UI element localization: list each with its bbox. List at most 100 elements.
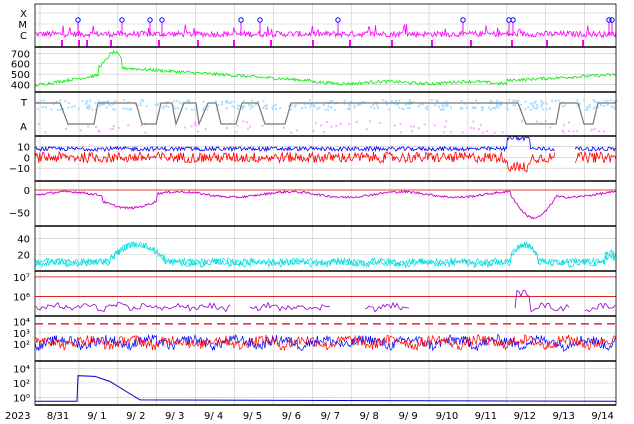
polarity-dot-t — [318, 106, 321, 109]
bt-series — [34, 135, 555, 153]
polarity-dot-t — [507, 108, 510, 111]
y-tick-label: −10 — [9, 164, 30, 175]
y-tick-label: 0 — [24, 186, 30, 197]
polarity-dot-t — [450, 106, 453, 109]
polarity-dot-a — [335, 124, 338, 127]
polarity-dot-a — [245, 121, 248, 124]
polarity-dot-t — [500, 101, 503, 104]
polarity-dot-a — [204, 128, 207, 131]
polarity-dot-t — [445, 105, 448, 108]
polarity-dot-t — [542, 102, 545, 105]
polarity-dot-t — [226, 101, 229, 104]
polarity-dot-t — [327, 108, 330, 111]
electron-series — [514, 289, 570, 312]
polarity-dot-t — [271, 106, 274, 109]
polarity-dot-t — [524, 100, 527, 103]
polarity-dot-t — [166, 101, 169, 104]
polarity-dot-a — [295, 129, 298, 132]
flare-marker — [257, 17, 263, 23]
polarity-dot-t — [411, 101, 414, 104]
polarity-dot-t — [425, 106, 428, 109]
polarity-dot-t — [549, 107, 552, 110]
polarity-dot-a — [445, 120, 448, 123]
polarity-dot-a — [399, 131, 402, 134]
polarity-dot-t — [436, 100, 439, 103]
polarity-dot-a — [194, 121, 197, 124]
flare-marker — [335, 17, 341, 23]
polarity-dot-t — [81, 99, 84, 102]
polarity-dot-t — [313, 105, 316, 108]
flare-tick — [470, 40, 472, 47]
proton-series-red — [34, 333, 617, 352]
polarity-dot-t — [353, 106, 356, 109]
polarity-dot-t — [534, 100, 537, 103]
polarity-dot-t — [50, 108, 53, 111]
polarity-dot-a — [247, 127, 250, 130]
polarity-dot-t — [214, 100, 217, 103]
polarity-dot-a — [536, 120, 539, 123]
polarity-dot-a — [196, 130, 199, 133]
polarity-dot-t — [217, 104, 220, 107]
polarity-dot-t — [482, 106, 485, 109]
polarity-dot-a — [236, 124, 239, 127]
polarity-dot-t — [41, 106, 44, 109]
electron-series — [35, 302, 231, 313]
polarity-dot-t — [100, 102, 103, 105]
y-tick-label: 10⁴ — [13, 364, 30, 375]
polarity-dot-t — [167, 105, 170, 108]
speed-series — [34, 49, 617, 87]
polarity-dot-t — [593, 100, 596, 103]
y-tick-label: 10⁶ — [13, 292, 30, 303]
polarity-dot-t — [165, 104, 168, 107]
polarity-dot-t — [613, 100, 616, 103]
polarity-dot-t — [59, 99, 62, 102]
bz-series — [34, 150, 556, 173]
polarity-dot-t — [309, 99, 312, 102]
polarity-dot-a — [413, 125, 416, 128]
y-tick-label: 700 — [11, 49, 30, 60]
x-tick-label: 9/10 — [436, 411, 458, 422]
polarity-dot-t — [361, 100, 364, 103]
bt-series — [574, 146, 617, 152]
polarity-dot-a — [242, 120, 245, 123]
polarity-dot-t — [498, 103, 501, 106]
polarity-dot-t — [288, 104, 291, 107]
panel-frames — [34, 3, 617, 406]
polarity-dot-t — [531, 102, 534, 105]
flare-marker — [606, 17, 612, 23]
polarity-dot-t — [408, 100, 411, 103]
polarity-dot-a — [444, 125, 447, 128]
dst-series — [34, 189, 617, 220]
flare-tick — [86, 40, 88, 47]
polarity-dot-a — [567, 121, 570, 124]
polarity-dot-t — [231, 105, 234, 108]
y-tick-label: 10 — [17, 143, 30, 154]
polarity-dot-t — [91, 108, 94, 111]
polarity-dot-t — [322, 104, 325, 107]
polarity-dot-t — [496, 103, 499, 106]
polarity-dot-t — [561, 101, 564, 104]
polarity-dot-t — [142, 99, 145, 102]
polarity-dot-t — [331, 100, 334, 103]
polarity-dot-a — [109, 128, 112, 131]
polarity-dot-t — [128, 107, 131, 110]
polarity-dot-t — [496, 99, 499, 102]
polarity-dot-t — [250, 104, 253, 107]
polarity-dot-t — [233, 100, 236, 103]
polarity-dot-t — [98, 100, 101, 103]
polarity-dot-a — [544, 120, 547, 123]
polarity-dot-t — [394, 102, 397, 105]
polarity-dot-t — [206, 108, 209, 111]
polarity-dot-t — [514, 104, 517, 107]
polarity-dot-t — [185, 107, 188, 110]
polarity-dot-t — [140, 99, 143, 102]
polarity-dot-a — [572, 130, 575, 133]
polarity-dot-t — [274, 108, 277, 111]
polarity-dot-t — [114, 100, 117, 103]
polarity-dot-t — [554, 100, 557, 103]
polarity-dot-a — [127, 124, 130, 127]
polarity-dot-t — [220, 103, 223, 106]
polarity-dot-t — [109, 104, 112, 107]
polarity-dot-t — [517, 99, 520, 102]
flare-marker — [510, 17, 516, 23]
